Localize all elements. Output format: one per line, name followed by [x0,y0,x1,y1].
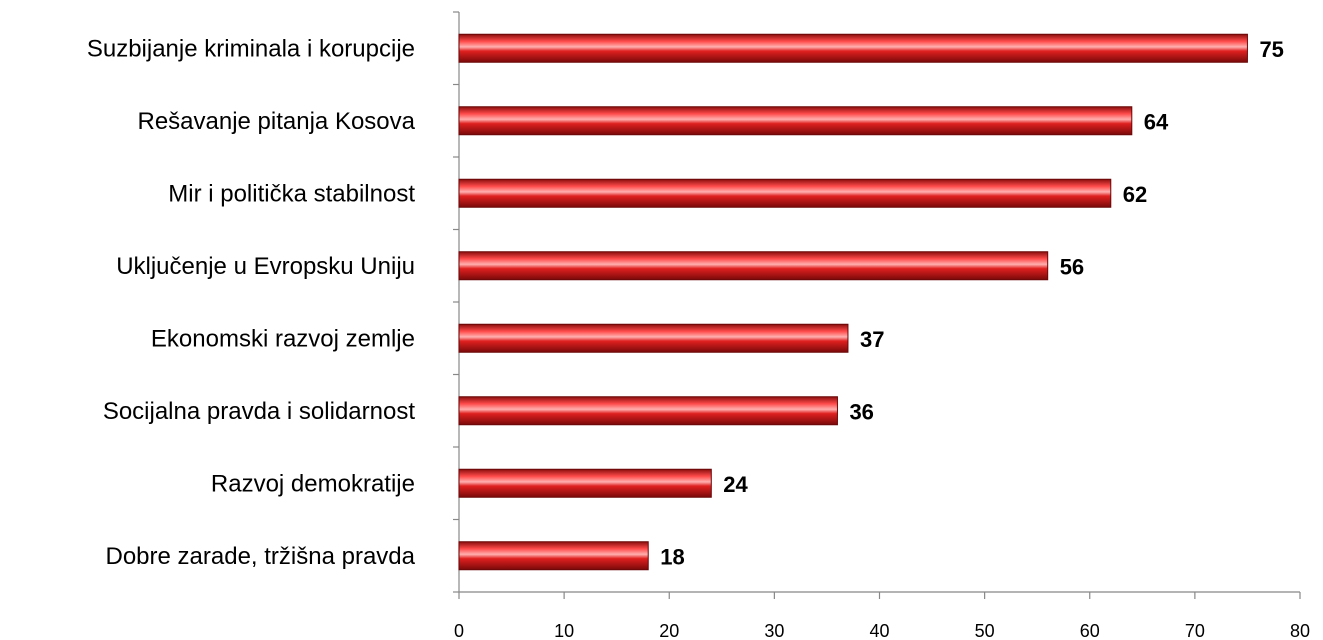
y-tick-label: Suzbijanje kriminala i korupcije [87,36,415,63]
bar [458,468,712,498]
bar [458,396,838,426]
data-label: 36 [849,400,873,425]
data-label: 64 [1144,110,1169,135]
y-tick-label: Ekonomski razvoj zemlje [151,326,415,353]
bar [458,323,849,353]
x-tick-label: 0 [454,621,464,640]
data-label: 56 [1060,255,1084,280]
bar [458,541,649,571]
bar [458,178,1112,208]
data-label: 75 [1259,37,1283,62]
y-tick-label: Razvoj demokratije [211,471,415,498]
x-tick-label: 70 [1185,621,1205,640]
y-tick-label: Uključenje u Evropsku Uniju [116,253,415,280]
bar [458,251,1049,281]
bar [458,106,1133,136]
x-tick-label: 60 [1080,621,1100,640]
y-tick-label: Mir i politička stabilnost [168,181,415,208]
x-tick-label: 10 [554,621,574,640]
data-label: 62 [1123,182,1147,207]
y-tick-label: Socijalna pravda i solidarnost [103,398,416,425]
x-tick-label: 40 [869,621,889,640]
data-label: 37 [860,327,884,352]
data-label: 18 [660,545,684,570]
y-tick-label: Rešavanje pitanja Kosova [137,108,415,135]
data-label: 24 [723,472,748,497]
x-tick-label: 80 [1290,621,1310,640]
y-tick-label: Dobre zarade, tržišna pravda [106,543,416,570]
x-tick-label: 20 [659,621,679,640]
x-tick-label: 30 [764,621,784,640]
bar [458,33,1248,63]
x-tick-label: 50 [975,621,995,640]
